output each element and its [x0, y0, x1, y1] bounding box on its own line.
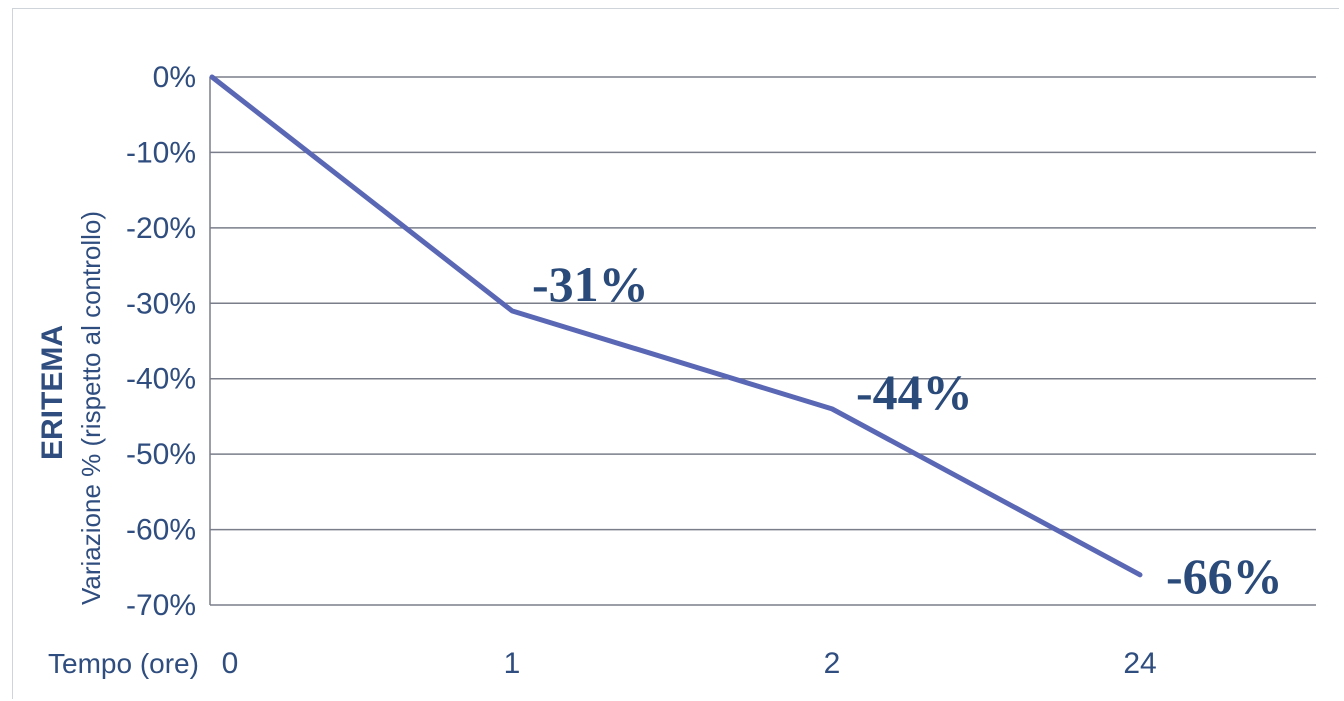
x-tick-labels: 0 1 2 24 [222, 647, 1157, 680]
series [209, 74, 1143, 578]
y-axis-title-bold: ERITEMA [36, 325, 69, 460]
y-tick-label: -60% [126, 514, 196, 547]
x-tick-label: 2 [824, 647, 841, 680]
x-tick-label: 24 [1123, 647, 1156, 680]
y-axis-title: Variazione % (rispetto al controllo) [76, 211, 106, 605]
data-label: -66% [1166, 548, 1283, 604]
y-tick-label: 0% [153, 61, 196, 94]
x-axis-title: Tempo (ore) [48, 648, 199, 679]
data-label: -44% [856, 364, 973, 420]
y-tick-label: -50% [126, 438, 196, 471]
x-tick-label: 1 [504, 647, 521, 680]
data-label: -31% [532, 256, 649, 312]
y-tick-label: -70% [126, 589, 196, 622]
chart-frame [12, 8, 1339, 699]
y-tick-labels: 0% -10% -20% -30% -40% -50% -60% -70% [126, 61, 196, 622]
x-tick-label: 0 [222, 647, 239, 680]
data-labels: -31% -44% -66% [532, 256, 1283, 604]
y-tick-label: -40% [126, 363, 196, 396]
series-line [209, 74, 1143, 578]
y-tick-label: -20% [126, 212, 196, 245]
grid [209, 76, 1316, 606]
y-tick-label: -30% [126, 287, 196, 320]
y-tick-label: -10% [126, 136, 196, 169]
